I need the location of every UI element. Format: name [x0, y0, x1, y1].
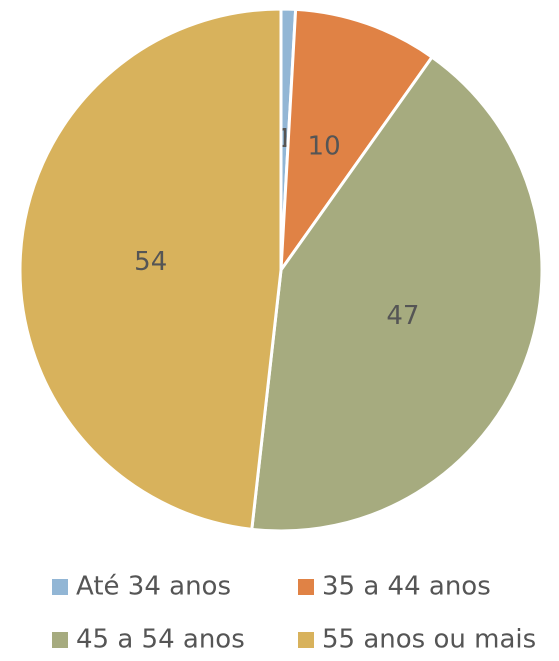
legend-swatch [52, 579, 68, 595]
legend-swatch [298, 632, 314, 648]
legend-label: 35 a 44 anos [322, 572, 491, 602]
pie-slice [279, 7, 434, 272]
legend-swatch [298, 579, 314, 595]
legend-label: 55 anos ou mais [322, 625, 536, 655]
legend-label: Até 34 anos [76, 572, 231, 602]
legend-swatch [52, 632, 68, 648]
legend-label: 45 a 54 anos [76, 625, 245, 655]
data-label: 47 [386, 301, 419, 331]
pie-slice [18, 7, 283, 531]
data-label: 54 [134, 247, 167, 277]
pie-slice [250, 55, 544, 533]
data-label: 10 [308, 131, 341, 161]
